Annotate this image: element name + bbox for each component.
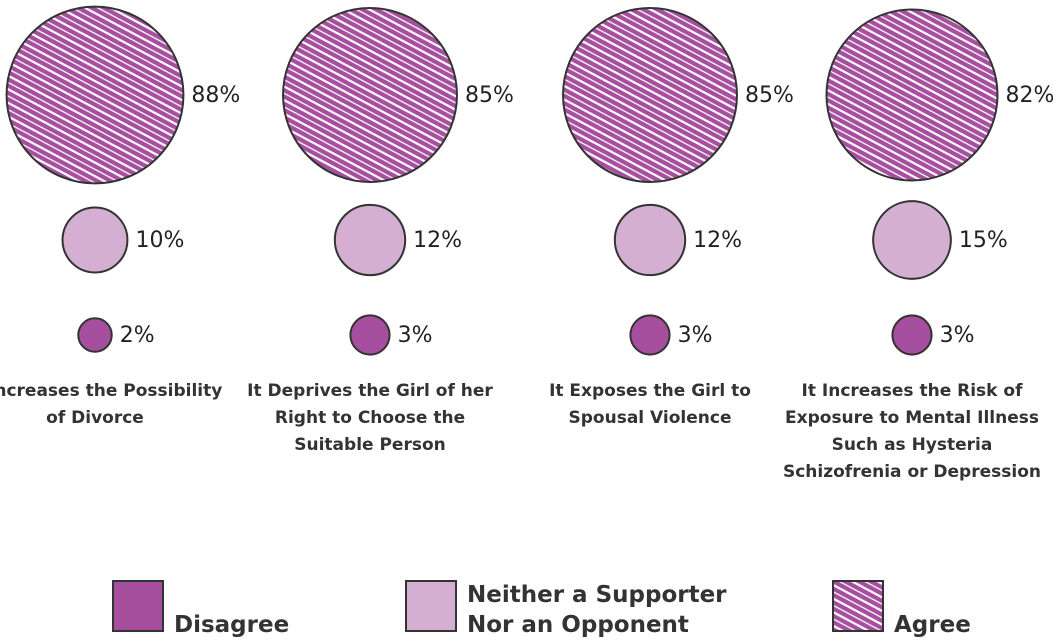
bubble [282,7,458,183]
value-label: 3% [940,323,975,348]
bubble [5,5,185,185]
legend-swatch-fill [834,582,882,630]
legend-swatch [112,580,164,632]
bubble [333,203,407,277]
legend-swatch [832,580,884,632]
bubble [825,8,999,182]
value-label: 2% [120,323,155,348]
value-label: 10% [135,228,184,253]
legend-label: Agree [894,612,971,638]
category-label: It Exposes the Girl to Spousal Violence [549,381,751,428]
value-label: 12% [693,228,742,253]
value-label: 88% [191,83,240,108]
bubble [77,317,113,353]
value-label: 85% [745,83,794,108]
legend-swatch-fill [834,582,882,630]
bubble [562,7,738,183]
bubble [872,200,952,280]
value-label: 85% [465,83,514,108]
value-label: 82% [1005,83,1053,108]
value-label: 15% [959,228,1008,253]
legend-label: Disagree [174,612,290,638]
bubble [349,314,391,356]
bubble [891,314,933,356]
category-label: It Deprives the Girl of her Right to Cho… [247,381,493,455]
bubble [629,314,671,356]
bubble [61,206,129,274]
bubble [613,203,687,277]
value-label: 12% [413,228,462,253]
category-label: It Increases the Risk of Exposure to Men… [782,381,1041,482]
legend-label: Neither a Supporter Nor an Opponent [467,582,727,638]
category-label: It Increases the Possibility of Divorce [0,381,223,428]
value-label: 3% [678,323,713,348]
value-label: 3% [398,323,433,348]
legend-swatch [405,580,457,632]
